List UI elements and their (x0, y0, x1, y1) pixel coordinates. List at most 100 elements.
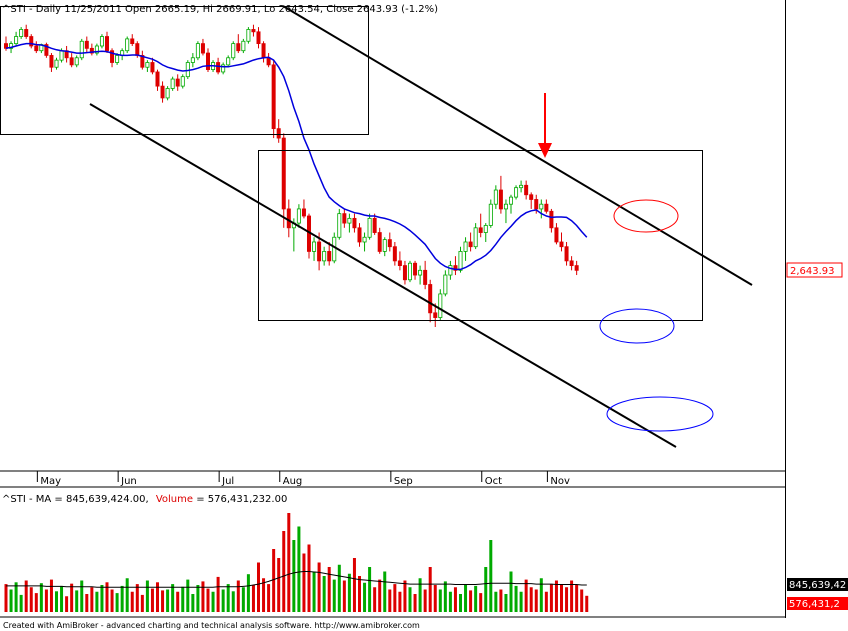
candle (524, 180, 529, 200)
candle (377, 227, 382, 254)
candle (140, 50, 145, 70)
volume-bar (418, 578, 422, 612)
volume-bar (504, 594, 508, 612)
volume-bar (44, 589, 48, 612)
candle (372, 213, 377, 235)
volume-bar (150, 588, 154, 612)
volume-bar (4, 584, 8, 612)
candle (367, 213, 372, 240)
volume-bar (60, 585, 64, 612)
candle (29, 34, 34, 49)
volume-bar (90, 587, 94, 612)
volume-axis-box (787, 597, 848, 610)
candle (342, 208, 347, 228)
candle (175, 74, 180, 91)
x-tick-label: Oct (485, 476, 502, 487)
lower-channel-line[interactable] (89, 103, 677, 448)
candle (266, 53, 271, 68)
volume-bar (529, 587, 533, 612)
candle (387, 232, 392, 252)
volume-bar (322, 576, 326, 612)
volume-bar (554, 580, 558, 612)
volume-bar (105, 582, 109, 612)
volume-bar (514, 585, 518, 612)
upper-channel-line[interactable] (282, 5, 753, 286)
volume-bar (393, 584, 397, 612)
candle (428, 279, 433, 323)
volume-bar (499, 589, 503, 612)
volume-bar (49, 579, 53, 612)
volume-bar (24, 580, 28, 612)
candle (205, 48, 210, 72)
x-tick-label: May (40, 476, 61, 487)
candle (312, 237, 317, 261)
volume-bar (125, 578, 129, 612)
candle (554, 223, 559, 245)
candle (120, 48, 125, 61)
volume-bar (120, 585, 124, 612)
candle (271, 60, 276, 139)
candle (281, 133, 286, 228)
candle (519, 180, 524, 193)
blue-ellipse-upper[interactable] (599, 308, 675, 344)
red-ellipse[interactable] (613, 199, 679, 233)
candle (34, 41, 39, 54)
candle (251, 24, 256, 37)
candle (473, 223, 478, 250)
annotation-box-center[interactable] (258, 150, 703, 321)
volume-bar (565, 587, 569, 612)
candle (362, 232, 367, 252)
volume-bar (580, 589, 584, 612)
candle (443, 270, 448, 297)
volume-bar (39, 583, 43, 612)
blue-ellipse-lower[interactable] (606, 396, 714, 432)
volume-bar (282, 531, 286, 612)
volume-header: ^STI - MA = 845,639,424.00, Volume = 576… (2, 494, 287, 505)
volume-bar (342, 580, 346, 612)
annotation-box-top-left[interactable] (0, 6, 369, 135)
candle (559, 232, 564, 252)
candle (493, 185, 498, 209)
volume-bar (347, 573, 351, 612)
candle (498, 175, 503, 214)
volume-bar (560, 585, 563, 612)
down-arrow-annotation[interactable] (538, 93, 552, 158)
candle (24, 24, 29, 39)
volume-bar (191, 594, 195, 612)
volume-bar (14, 582, 18, 612)
candle (357, 223, 362, 247)
volume-bar (181, 586, 185, 612)
candle (433, 303, 438, 327)
volume-bar (570, 580, 574, 612)
volume-bar (166, 589, 170, 612)
volume-bar (231, 591, 235, 612)
candle (392, 241, 397, 266)
volume-bar (358, 576, 361, 612)
candle (397, 251, 402, 271)
candle (84, 36, 89, 54)
candle (574, 260, 579, 276)
candle (296, 204, 301, 228)
volume-bar (277, 558, 281, 612)
volume-axis-label: 576,431,2 (789, 599, 840, 610)
candle (246, 27, 251, 44)
volume-ma-text: ^STI - MA = 845,639,424.00, (2, 494, 149, 505)
candle (438, 289, 443, 320)
candle (347, 213, 352, 233)
candle (276, 119, 281, 143)
candle (458, 246, 463, 273)
moving-average-line (5, 42, 588, 271)
volume-bar (140, 594, 144, 612)
volume-bar (428, 567, 432, 612)
volume-bar (332, 579, 336, 612)
candle (413, 260, 418, 280)
candle (236, 34, 241, 54)
volume-bar (479, 593, 483, 612)
volume-bar (130, 591, 134, 612)
volume-bar (585, 595, 589, 612)
volume-bar (292, 540, 296, 612)
candlestick-series (4, 24, 579, 327)
candle (74, 55, 79, 68)
